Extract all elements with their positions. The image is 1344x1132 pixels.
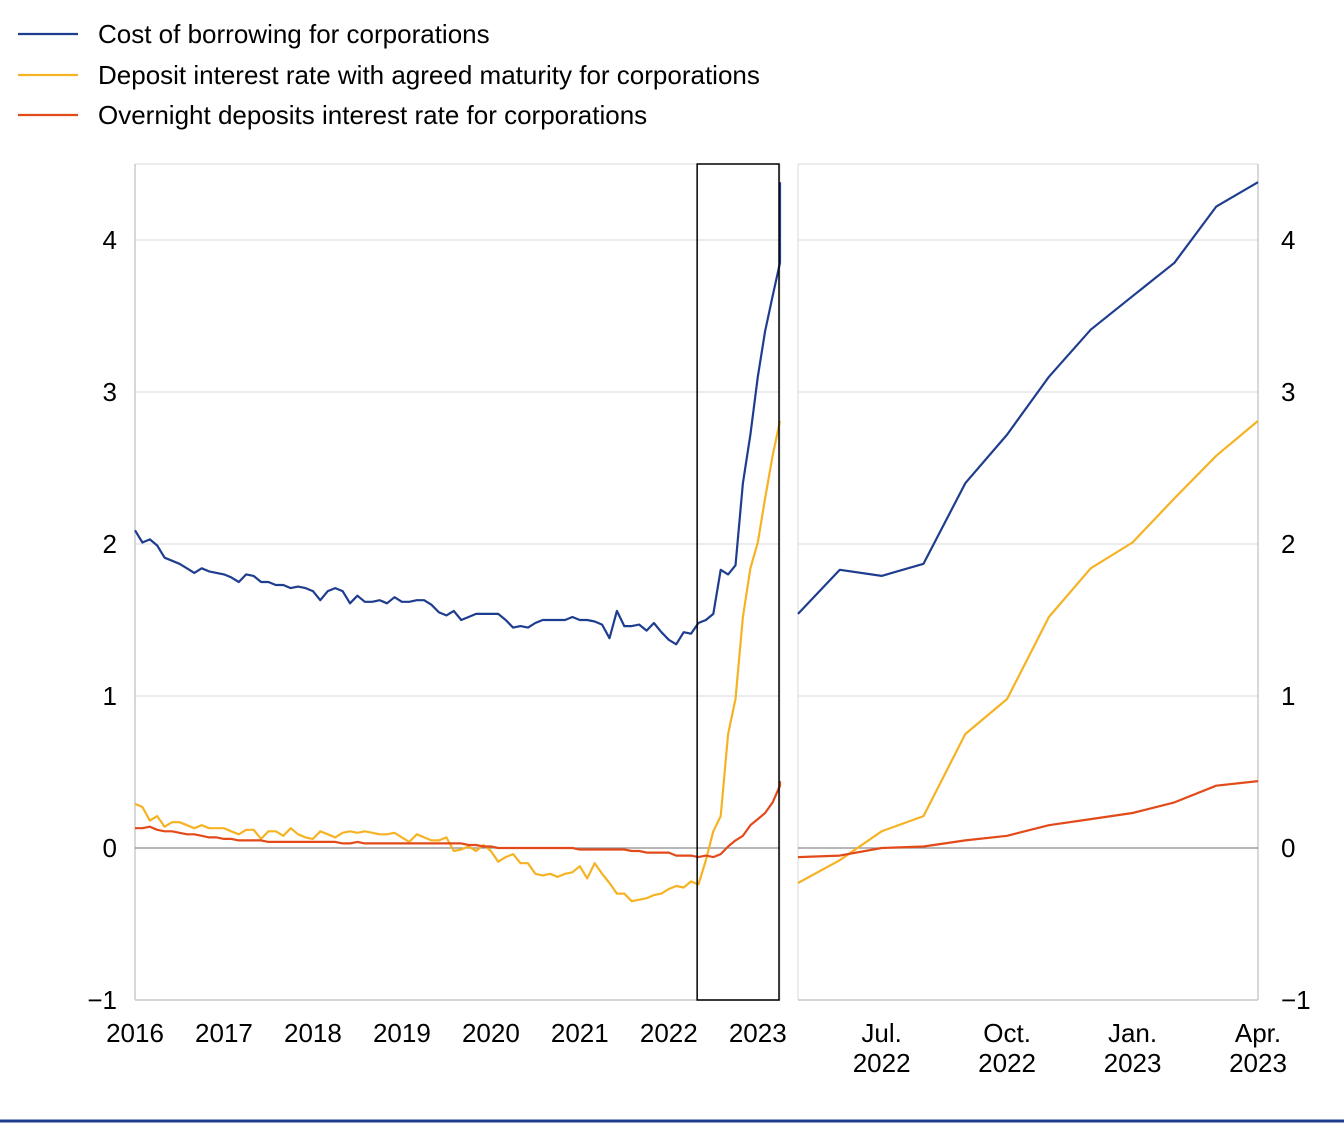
series-line-deposit-interest-rate-wi bbox=[797, 420, 1259, 884]
y-tick-label: 1 bbox=[103, 681, 117, 711]
x-tick-label-month: Oct. bbox=[983, 1018, 1031, 1048]
x-tick-label-year: 2023 bbox=[1104, 1048, 1162, 1078]
x-tick-label: 2016 bbox=[106, 1018, 164, 1048]
y-tick-label: 2 bbox=[103, 529, 117, 559]
x-tick-label: 2020 bbox=[462, 1018, 520, 1048]
x-tick-label: 2018 bbox=[284, 1018, 342, 1048]
y-tick-label: 3 bbox=[103, 377, 117, 407]
x-tick-label: 2023 bbox=[729, 1018, 787, 1048]
series-line-cost-of-borrowing-for-co bbox=[797, 181, 1259, 615]
y-tick-label: 3 bbox=[1281, 377, 1295, 407]
legend-label-borrowing: Cost of borrowing for corporations bbox=[98, 19, 490, 49]
series-line-overnight-deposits-inter bbox=[135, 781, 782, 859]
x-tick-label: 2017 bbox=[195, 1018, 253, 1048]
y-tick-label: 2 bbox=[1281, 529, 1295, 559]
y-tick-label: 0 bbox=[1281, 833, 1295, 863]
left-panel: −1 0 1 2 3 4 2016 2017 2018 2019 2020 2021 2022 2023 bbox=[87, 163, 787, 1048]
series-line-overnight-deposits-inter bbox=[797, 780, 1259, 859]
y-tick-label: 4 bbox=[103, 225, 117, 255]
y-tick-label: −1 bbox=[87, 985, 117, 1015]
y-tick-label: 4 bbox=[1281, 225, 1295, 255]
y-tick-label: 0 bbox=[103, 833, 117, 863]
series-line-deposit-interest-rate-wi bbox=[134, 420, 782, 903]
highlight-box bbox=[696, 163, 780, 1001]
legend: Cost of borrowing for corporations Depos… bbox=[18, 19, 760, 130]
x-tick-label: 2022 bbox=[640, 1018, 698, 1048]
legend-label-overnight: Overnight deposits interest rate for cor… bbox=[98, 100, 647, 130]
series-line-cost-of-borrowing-for-co bbox=[134, 182, 782, 646]
x-tick-label: 2019 bbox=[373, 1018, 431, 1048]
x-tick-label-year: 2022 bbox=[853, 1048, 911, 1078]
x-tick-label-year: 2022 bbox=[978, 1048, 1036, 1078]
x-tick-label: 2021 bbox=[551, 1018, 609, 1048]
legend-label-agreed-maturity: Deposit interest rate with agreed maturi… bbox=[98, 60, 760, 90]
x-tick-label-year: 2023 bbox=[1229, 1048, 1287, 1078]
y-tick-label: −1 bbox=[1281, 985, 1311, 1015]
x-tick-label-month: Jul. bbox=[861, 1018, 901, 1048]
x-tick-label-month: Jan. bbox=[1108, 1018, 1157, 1048]
y-tick-label: 1 bbox=[1281, 681, 1295, 711]
x-tick-label-month: Apr. bbox=[1235, 1018, 1281, 1048]
